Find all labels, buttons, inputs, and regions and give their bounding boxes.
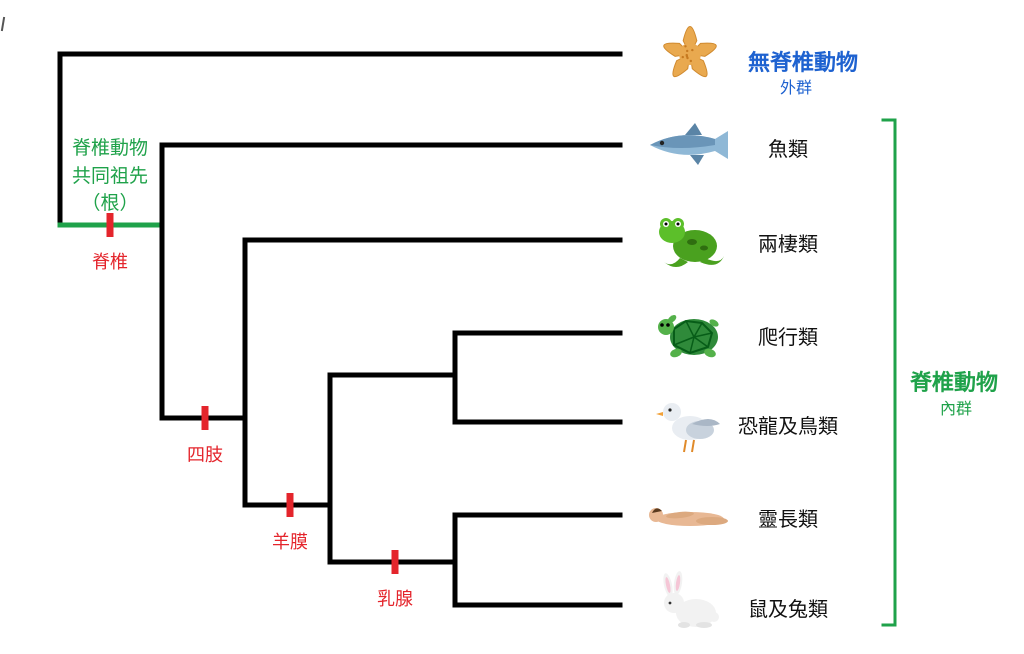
human-icon <box>649 508 728 526</box>
tip-label-rodent: 鼠及兔類 <box>748 593 828 622</box>
ingroup-title: 脊椎動物 <box>910 365 998 397</box>
tip-label-fish: 魚類 <box>768 133 808 162</box>
tip-label-amphib: 兩棲類 <box>758 228 818 257</box>
turtle-icon <box>658 313 720 358</box>
tip-label-primate: 靈長類 <box>758 503 818 532</box>
tick-label: 羊膜 <box>272 528 308 554</box>
rabbit-icon <box>662 571 719 628</box>
tick-label: 乳腺 <box>377 585 413 611</box>
outgroup-subtitle: 外群 <box>780 74 812 98</box>
fish-icon <box>650 123 728 165</box>
phylo-tree <box>0 0 1024 654</box>
tip-label-bird: 恐龍及鳥類 <box>738 410 838 439</box>
tip-label-reptile: 爬行類 <box>758 321 818 350</box>
tick-label: 脊椎 <box>92 248 128 274</box>
root-label: 脊椎動物共同祖先（根） <box>60 135 160 218</box>
root-line1: 脊椎動物 <box>60 135 160 163</box>
ingroup-subtitle: 內群 <box>940 395 972 419</box>
tick-label: 四肢 <box>187 441 223 467</box>
root-line2: 共同祖先 <box>60 163 160 191</box>
outgroup-title: 無脊椎動物 <box>748 45 858 77</box>
starfish-icon <box>664 26 717 76</box>
root-line3: （根） <box>60 190 160 218</box>
bird-icon <box>656 403 720 452</box>
frog-icon <box>659 218 724 267</box>
